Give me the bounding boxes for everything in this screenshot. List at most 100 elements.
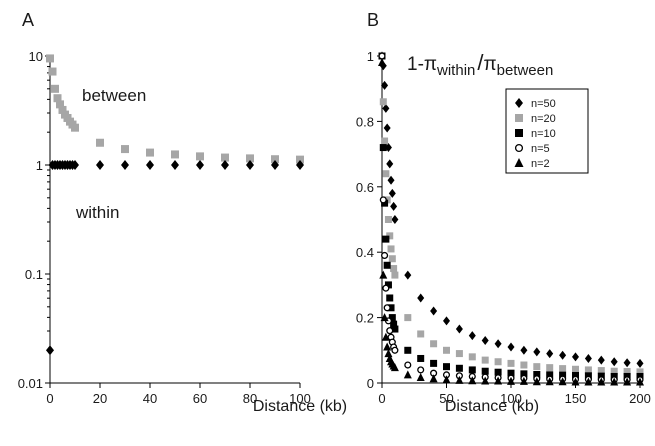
b-point-n=20 bbox=[384, 216, 392, 223]
a-y-tick-label: 0.01 bbox=[18, 376, 43, 391]
b-point-n=20 bbox=[507, 359, 515, 367]
title-slash: / bbox=[477, 50, 484, 75]
b-y-tick-label: 0.2 bbox=[356, 311, 374, 326]
a-point-between bbox=[53, 94, 62, 103]
b-point-n=20 bbox=[430, 340, 438, 348]
b-point-n=2 bbox=[532, 377, 541, 386]
b-point-n=20 bbox=[572, 365, 579, 373]
panel-b-title: 1-πwithin/πbetween bbox=[407, 50, 553, 79]
a-point-between bbox=[96, 138, 104, 147]
panel-a: A Distance (kb) 0 20 40 60 80 100 0.01 0.1 1 10 b… bbox=[18, 10, 347, 415]
b-point-n=2 bbox=[380, 313, 389, 322]
a-point-within bbox=[246, 160, 254, 170]
b-point-n=20 bbox=[610, 367, 618, 375]
b-point-n=10 bbox=[520, 370, 528, 378]
legend-label-n=20: n=20 bbox=[531, 113, 556, 125]
b-point-n=10 bbox=[597, 372, 605, 380]
b-point-n=10 bbox=[382, 235, 390, 243]
b-point-n=20 bbox=[520, 361, 528, 369]
a-y-tick-label: 1 bbox=[36, 158, 43, 173]
b-point-n=20 bbox=[455, 350, 463, 358]
b-point-n=20 bbox=[382, 170, 390, 178]
b-y-tick-label: 1 bbox=[367, 49, 374, 64]
b-point-n=50 bbox=[417, 293, 425, 303]
b-point-n=10 bbox=[383, 261, 391, 269]
b-point-n=50 bbox=[572, 352, 579, 362]
a-x-tick-label: 80 bbox=[243, 391, 257, 406]
b-point-n=50 bbox=[584, 353, 592, 363]
b-point-n=2 bbox=[623, 377, 632, 386]
b-point-n=2 bbox=[442, 375, 451, 384]
b-point-n=10 bbox=[430, 359, 438, 367]
a-point-within bbox=[71, 160, 79, 170]
b-point-n=20 bbox=[417, 330, 425, 338]
b-point-n=2 bbox=[416, 372, 425, 381]
panel-a-axes: 0 20 40 60 80 100 0.01 0.1 1 10 bbox=[18, 49, 311, 406]
panel-b: B Distance (kb) 1-πwithin/πbetween 0 50 10… bbox=[356, 10, 651, 415]
b-point-n=2 bbox=[384, 349, 393, 358]
b-point-n=5 bbox=[417, 366, 425, 374]
b-point-n=10 bbox=[546, 371, 554, 379]
a-point-within bbox=[171, 160, 179, 170]
panel-b-axes: 0 50 100 150 200 0 0.2 0.4 0.6 0.8 1 bbox=[356, 49, 651, 406]
a-point-between bbox=[196, 152, 204, 161]
b-point-n=10 bbox=[388, 314, 396, 322]
b-point-n=2 bbox=[403, 370, 412, 379]
legend-marker-n=5 bbox=[514, 143, 524, 153]
b-x-tick-label: 0 bbox=[378, 391, 385, 406]
b-point-n=2 bbox=[494, 376, 503, 385]
b-point-n=2 bbox=[545, 377, 554, 386]
a-point-within bbox=[296, 160, 304, 170]
b-point-n=50 bbox=[386, 159, 394, 169]
b-point-n=50 bbox=[520, 345, 528, 355]
b-point-n=50 bbox=[468, 331, 476, 341]
b-point-n=10 bbox=[481, 367, 489, 375]
b-point-n=10 bbox=[494, 368, 502, 376]
a-x-tick-label: 60 bbox=[193, 391, 207, 406]
b-x-tick-label: 50 bbox=[439, 391, 453, 406]
legend-marker-n=20 bbox=[515, 114, 523, 122]
panel-b-label: B bbox=[367, 10, 379, 30]
b-point-n=20 bbox=[533, 363, 541, 371]
panel-b-xlabel: Distance (kb) bbox=[445, 398, 539, 415]
b-point-n=20 bbox=[623, 368, 631, 376]
b-point-n=2 bbox=[507, 376, 515, 385]
a-x-tick-label: 20 bbox=[93, 391, 107, 406]
b-point-n=50 bbox=[430, 306, 438, 316]
a-point-within bbox=[271, 160, 279, 170]
legend-label-n=2: n=2 bbox=[531, 158, 550, 170]
a-x-tick-label: 100 bbox=[289, 391, 311, 406]
title-pi-within: π bbox=[424, 54, 437, 75]
a-point-within bbox=[46, 345, 54, 356]
b-point-n=5 bbox=[381, 251, 389, 260]
legend-marker-n=2 bbox=[514, 158, 524, 167]
b-point-n=20 bbox=[494, 358, 502, 366]
b-point-n=2 bbox=[519, 376, 528, 385]
a-x-tick-label: 40 bbox=[143, 391, 157, 406]
a-point-between bbox=[296, 155, 304, 164]
b-point-n=20 bbox=[584, 366, 592, 374]
b-point-n=20 bbox=[387, 245, 395, 253]
title-sub-between: between bbox=[497, 62, 554, 79]
b-point-n=10 bbox=[390, 320, 398, 328]
a-point-between bbox=[171, 150, 179, 159]
b-point-n=10 bbox=[507, 369, 515, 377]
b-point-n=5 bbox=[383, 304, 391, 312]
a-point-between bbox=[271, 155, 279, 164]
b-point-n=2 bbox=[636, 377, 644, 386]
b-point-n=50 bbox=[597, 355, 605, 365]
a-x-tick-label: 0 bbox=[46, 391, 53, 406]
b-point-n=2 bbox=[455, 375, 464, 384]
a-point-between bbox=[246, 154, 254, 163]
b-point-n=2 bbox=[571, 377, 580, 386]
b-point-n=20 bbox=[546, 364, 554, 372]
b-point-n=20 bbox=[381, 137, 389, 145]
b-point-n=20 bbox=[404, 314, 412, 322]
title-sub-within: within bbox=[436, 62, 475, 79]
b-point-n=20 bbox=[481, 356, 489, 364]
b-point-n=50 bbox=[443, 316, 450, 326]
a-point-within bbox=[146, 160, 154, 170]
a-point-between bbox=[46, 54, 54, 63]
a-point-between bbox=[51, 84, 59, 93]
